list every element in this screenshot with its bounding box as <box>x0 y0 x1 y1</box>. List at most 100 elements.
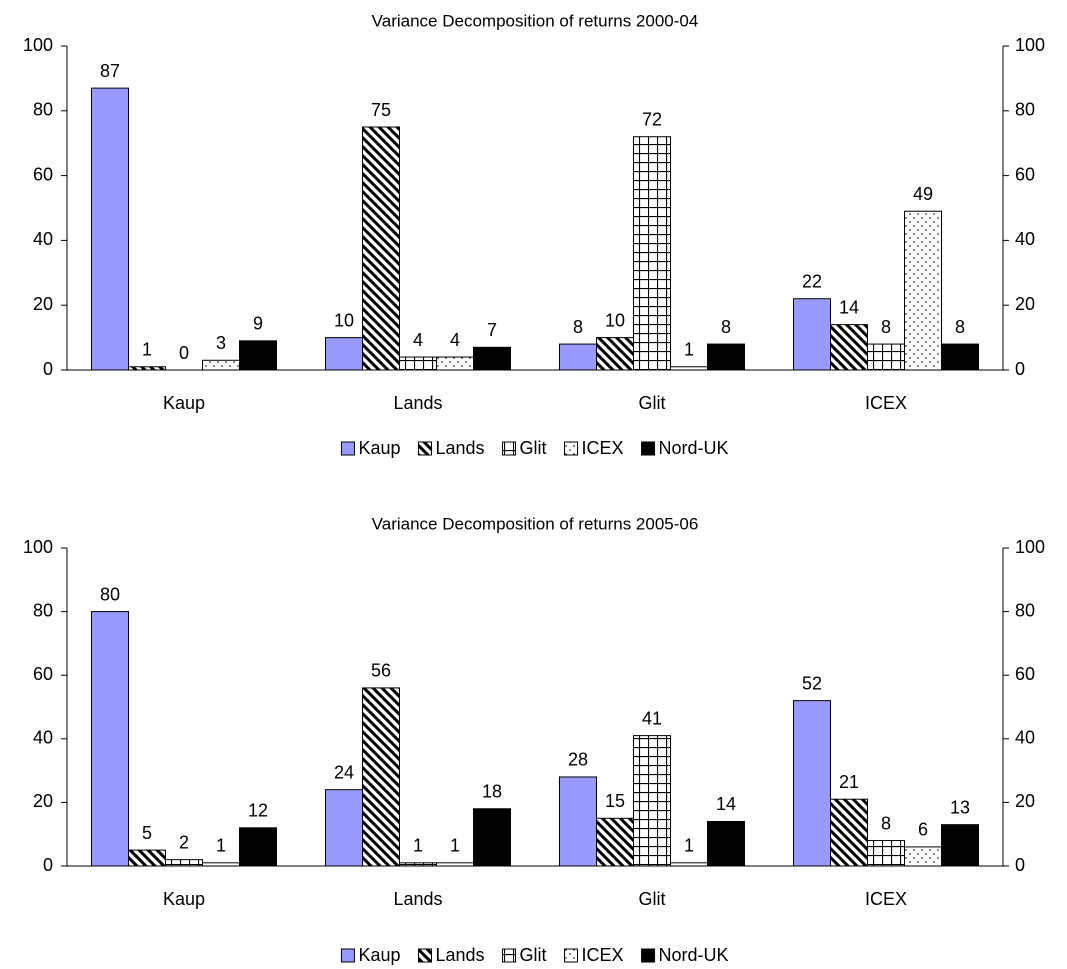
y-tick-label: 20 <box>33 791 53 811</box>
data-label: 21 <box>839 772 859 792</box>
legend-swatch <box>502 441 517 456</box>
bar <box>239 340 277 371</box>
legend-swatch <box>564 441 579 456</box>
x-tick-label: Kaup <box>163 889 205 909</box>
data-label: 14 <box>839 297 859 317</box>
data-label: 56 <box>371 661 391 681</box>
bar <box>91 611 129 867</box>
x-tick-label: Kaup <box>163 393 205 413</box>
bar <box>904 846 942 867</box>
data-label: 6 <box>918 820 928 840</box>
bar <box>325 789 363 867</box>
bar <box>128 849 166 867</box>
bar <box>559 343 597 371</box>
legend-swatch <box>502 948 517 963</box>
bar <box>707 343 745 371</box>
data-label: 1 <box>450 836 460 856</box>
data-label: 15 <box>605 791 625 811</box>
y2-tick-label: 80 <box>1015 600 1035 620</box>
data-label: 24 <box>334 762 354 782</box>
bar <box>904 210 942 371</box>
data-label: 1 <box>216 836 226 856</box>
x-tick-label: Glit <box>639 889 666 909</box>
y2-tick-label: 40 <box>1015 229 1035 249</box>
data-label: 7 <box>487 320 497 340</box>
data-label: 4 <box>450 330 460 350</box>
x-tick-label: Lands <box>393 889 442 909</box>
y2-tick-label: 60 <box>1015 664 1035 684</box>
bar <box>165 859 203 867</box>
legend-label: Nord-UK <box>659 945 729 965</box>
y-tick-label: 60 <box>33 664 53 684</box>
legend-swatch <box>641 441 656 456</box>
y-tick-label: 80 <box>33 600 53 620</box>
legend-label: Kaup <box>358 945 400 965</box>
data-label: 1 <box>142 340 152 360</box>
y2-tick-label: 20 <box>1015 791 1035 811</box>
bar <box>473 346 511 371</box>
legend-swatch <box>417 948 432 963</box>
legend-swatch <box>564 948 579 963</box>
y-tick-label: 0 <box>43 855 53 875</box>
bar <box>91 87 129 371</box>
bar <box>941 343 979 371</box>
data-label: 1 <box>684 340 694 360</box>
y-tick-label: 40 <box>33 229 53 249</box>
y-tick-label: 40 <box>33 728 53 748</box>
data-label: 8 <box>955 317 965 337</box>
bar <box>325 337 363 371</box>
y-tick-label: 100 <box>23 537 53 557</box>
y-tick-label: 0 <box>43 359 53 379</box>
data-label: 10 <box>334 310 354 330</box>
data-label: 75 <box>371 100 391 120</box>
bar <box>793 700 831 867</box>
y2-tick-label: 100 <box>1015 537 1045 557</box>
bar <box>867 343 905 371</box>
data-label: 12 <box>248 801 268 821</box>
legend-label: Lands <box>435 945 484 965</box>
legend-swatch <box>641 948 656 963</box>
y2-tick-label: 0 <box>1015 855 1025 875</box>
y-tick-label: 60 <box>33 164 53 184</box>
bar <box>941 824 979 867</box>
data-label: 13 <box>950 797 970 817</box>
legend-swatch <box>417 441 432 456</box>
legend-label: Kaup <box>358 438 400 458</box>
bar <box>633 136 671 371</box>
bar <box>596 817 634 867</box>
y-tick-label: 80 <box>33 100 53 120</box>
bar <box>202 359 240 371</box>
y2-tick-label: 80 <box>1015 100 1035 120</box>
legend-label: Glit <box>520 945 547 965</box>
data-label: 8 <box>721 317 731 337</box>
data-label: 80 <box>100 584 120 604</box>
y2-tick-label: 20 <box>1015 294 1035 314</box>
y2-tick-label: 0 <box>1015 359 1025 379</box>
data-label: 1 <box>684 836 694 856</box>
bar <box>362 126 400 371</box>
bar <box>633 735 671 867</box>
data-label: 18 <box>482 782 502 802</box>
bar <box>793 298 831 371</box>
legend-label: Glit <box>520 438 547 458</box>
y-tick-label: 20 <box>33 294 53 314</box>
data-label: 4 <box>413 330 423 350</box>
data-label: 9 <box>253 314 263 334</box>
data-label: 10 <box>605 310 625 330</box>
bar <box>436 356 474 371</box>
data-label: 8 <box>881 317 891 337</box>
bar <box>707 820 745 867</box>
y2-tick-label: 40 <box>1015 728 1035 748</box>
bar <box>399 356 437 371</box>
chart-title: Variance Decomposition of returns 2005-0… <box>372 514 699 533</box>
data-label: 3 <box>216 333 226 353</box>
data-label: 8 <box>573 317 583 337</box>
x-tick-label: ICEX <box>865 393 907 413</box>
chart-title: Variance Decomposition of returns 2000-0… <box>372 11 699 30</box>
bar <box>830 798 868 867</box>
bar <box>362 687 400 867</box>
y2-tick-label: 60 <box>1015 164 1035 184</box>
x-tick-label: Lands <box>393 393 442 413</box>
data-label: 52 <box>802 673 822 693</box>
